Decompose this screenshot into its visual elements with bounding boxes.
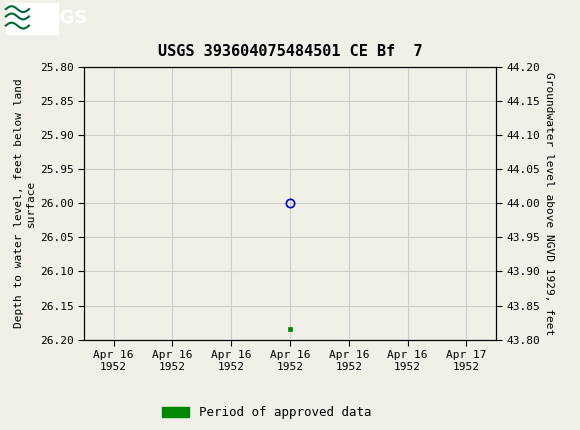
Y-axis label: Depth to water level, feet below land
surface: Depth to water level, feet below land su…	[14, 78, 36, 328]
Legend: Period of approved data: Period of approved data	[162, 406, 372, 419]
Text: USGS: USGS	[32, 9, 87, 27]
Title: USGS 393604075484501 CE Bf  7: USGS 393604075484501 CE Bf 7	[158, 43, 422, 58]
Y-axis label: Groundwater level above NGVD 1929, feet: Groundwater level above NGVD 1929, feet	[544, 71, 554, 335]
FancyBboxPatch shape	[6, 3, 58, 34]
